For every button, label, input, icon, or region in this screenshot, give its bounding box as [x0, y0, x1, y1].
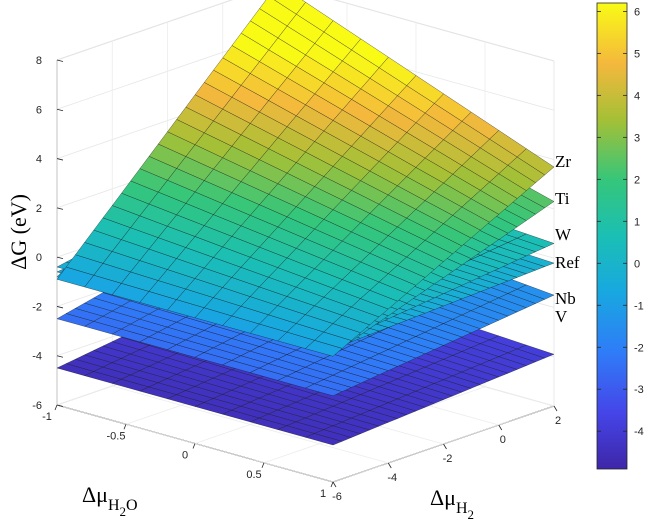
surface-zr [56, 0, 555, 357]
z-tick [56, 108, 64, 112]
z-tick [56, 256, 64, 260]
colorbar-ticks: -4 -3 -2 -1 0 1 2 3 4 5 6 [597, 6, 644, 438]
surface-label-v: V [555, 307, 568, 326]
x-tick [192, 443, 196, 449]
surface-label-zr: Zr [555, 152, 571, 171]
surface-label-ti: Ti [555, 189, 570, 208]
y-tick-label: -2 [443, 453, 453, 465]
z-tick [56, 306, 64, 309]
tick-labels: -6 -4 -2 0 2 4 6 8 -1 -0.5 0 0.5 1 -6 -4 -2 0 2 [32, 55, 561, 503]
x-tick-label: 0 [182, 450, 188, 462]
colorbar-tick-label: -2 [634, 342, 644, 354]
colorbar-tick-label: -3 [634, 384, 644, 396]
y-tick-label: 2 [555, 415, 561, 427]
z-tick [56, 207, 64, 210]
colorbar-tick-label: 6 [634, 6, 640, 18]
x-tick [54, 404, 58, 411]
colorbar: -4 -3 -2 -1 0 1 2 3 4 5 6 [596, 2, 644, 470]
colorbar-tick-label: 1 [634, 216, 640, 228]
colorbar-tick-label: 2 [634, 174, 640, 186]
surface-cell [516, 344, 555, 359]
x-tick [123, 424, 127, 430]
z-tick-label: -4 [32, 351, 42, 363]
colorbar-tick-label: -1 [634, 300, 644, 312]
y-tick [387, 462, 392, 469]
z-tick-label: 0 [36, 252, 42, 264]
z-axis-label: ΔG (eV) [6, 194, 31, 270]
z-tick-label: 8 [36, 55, 42, 67]
colorbar-tick-label: -4 [634, 426, 644, 438]
y-axis-label: ΔμH2 [430, 485, 474, 522]
surface-label-w: W [555, 225, 572, 244]
x-tick-label: 1 [320, 488, 326, 500]
y-tick [498, 424, 503, 431]
y-tick [332, 481, 337, 488]
colorbar-tick-label: 0 [634, 258, 640, 270]
x-tick [330, 481, 334, 488]
x-tick-label: -0.5 [107, 430, 126, 442]
colorbar-bar [596, 2, 628, 470]
z-tick [56, 404, 64, 407]
y-tick-label: -4 [387, 472, 397, 484]
z-tick-label: 2 [36, 203, 42, 215]
z-tick-label: -2 [32, 301, 42, 313]
surface-cell [516, 284, 555, 300]
z-tick [56, 355, 64, 358]
y-tick-label: 0 [500, 434, 506, 446]
surface-label-ref: Ref [555, 253, 580, 272]
grid-line-y [112, 385, 389, 464]
z-tick-label: 4 [36, 154, 42, 166]
y-tick [553, 405, 558, 412]
surfaces: VNb Ref W Ti Zr [56, 0, 580, 446]
surface-cell [516, 233, 555, 248]
z-tick [56, 158, 64, 161]
colorbar-tick-label: 3 [634, 132, 640, 144]
x-tick-label: 0.5 [246, 469, 261, 481]
colorbar-tick-label: 5 [634, 48, 640, 60]
z-tick-label: 6 [36, 104, 42, 116]
z-tick-label: -6 [32, 400, 42, 412]
y-tick [443, 443, 447, 450]
x-tick-label: -1 [42, 411, 52, 423]
surface-label-nb: Nb [555, 289, 576, 308]
z-tick [56, 59, 64, 62]
x-tick [261, 462, 265, 468]
colorbar-tick-label: 4 [634, 90, 640, 102]
x-axis-label: ΔμH2O [82, 482, 138, 519]
surface-cell [516, 148, 555, 176]
y-tick-label: -6 [332, 491, 342, 503]
